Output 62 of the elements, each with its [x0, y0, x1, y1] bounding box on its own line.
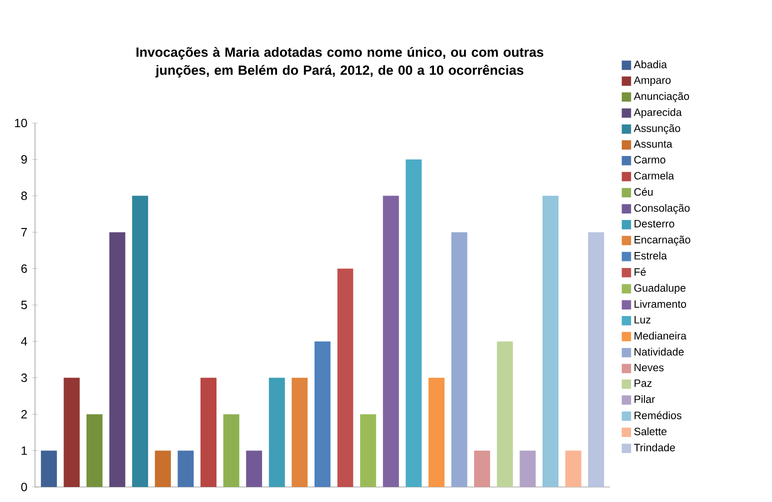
bar: [588, 232, 604, 487]
bar: [132, 196, 148, 487]
chart-title: Invocações à Maria adotadas como nome único, ou com outras junções, em Belém do Pará, 2012, de 00 a 10 ocorrências: [136, 46, 544, 78]
legend-label: Amparo: [634, 76, 671, 86]
legend-label: Medianeira: [634, 332, 687, 340]
bar: [200, 378, 217, 487]
bar: [337, 268, 354, 487]
bar: [474, 450, 490, 487]
y-tick-label: 3: [21, 374, 27, 382]
bar: [268, 378, 285, 487]
legend-label: Assunta: [634, 140, 672, 148]
bar: [246, 450, 262, 487]
y-tick-label: 10: [15, 118, 27, 128]
legend-label: Céu: [634, 188, 653, 196]
bar: [428, 378, 444, 487]
legend-label: Paz: [634, 380, 652, 387]
legend-label: Estrela: [634, 252, 667, 260]
legend-label: Consolação: [634, 204, 690, 214]
y-tick-label: 4: [21, 337, 28, 346]
legend-label: Pilar: [634, 395, 655, 404]
bar: [382, 196, 399, 487]
bar: [223, 414, 240, 487]
bar: [178, 450, 194, 487]
bar: [109, 232, 126, 487]
y-tick-label: 5: [21, 300, 27, 310]
y-tick-label: 7: [21, 228, 27, 236]
legend-label: Natividade: [634, 348, 684, 356]
y-tick-label: 1: [22, 446, 27, 455]
bar: [565, 450, 582, 487]
y-tick-label: 8: [21, 192, 27, 200]
legend-label: Remédios: [634, 411, 682, 420]
bar: [64, 378, 80, 487]
bar: [360, 414, 376, 487]
legend-label: Assunção: [634, 124, 680, 134]
legend-label: Carmo: [634, 156, 666, 164]
legend-label: Aparecida: [634, 108, 682, 118]
y-tick-label: 0: [21, 482, 27, 492]
bar: [314, 341, 330, 487]
y-tick-label: 6: [21, 264, 27, 273]
legend-label: Carmela: [634, 172, 674, 180]
legend-label: Fé: [634, 268, 646, 276]
bar: [154, 450, 171, 487]
bar: [406, 159, 422, 487]
legend-label: Salette: [634, 427, 666, 436]
bar: [292, 378, 308, 487]
bar: [520, 450, 536, 487]
legend-label: Guadalupe: [634, 284, 686, 294]
legend-label: Encarnação: [634, 236, 690, 246]
legend-label: Desterro: [634, 220, 674, 228]
bar: [451, 232, 468, 487]
y-tick-label: 9: [21, 155, 27, 164]
legend-label: Luz: [634, 316, 650, 324]
bar: [40, 450, 57, 487]
legend-label: Anunciação: [634, 92, 690, 102]
legend-label: Trindade: [634, 443, 675, 452]
bar: [542, 196, 558, 487]
y-tick-label: 2: [21, 410, 27, 418]
bar: [496, 341, 513, 487]
bar: [86, 414, 102, 487]
legend-label: Neves: [634, 364, 664, 372]
legend-label: Abadia: [634, 60, 667, 68]
legend-label: Livramento: [634, 300, 686, 308]
